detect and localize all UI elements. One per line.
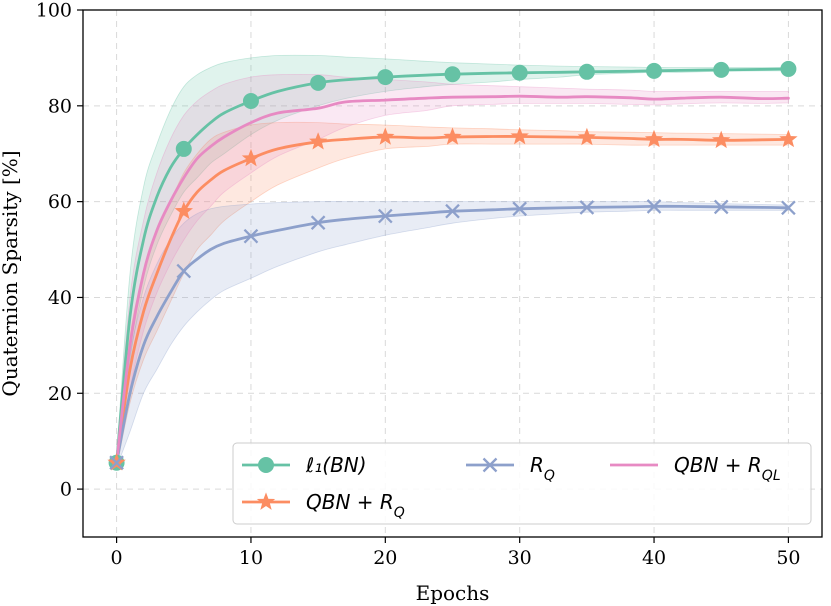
marker-r-q-25-stroke-b	[445, 203, 460, 219]
legend-marker-r-q-stroke-b	[482, 457, 498, 473]
marker-1-bn-45	[713, 61, 730, 78]
marker-r-q-10	[243, 228, 259, 244]
marker-qbn-r-q-5	[174, 201, 193, 220]
marker-r-q-35-stroke-b	[579, 200, 595, 215]
marker-qbn-r-q-30	[510, 126, 529, 145]
marker-1-bn-10	[242, 93, 259, 110]
marker-r-q-45	[713, 199, 729, 215]
x-tick-label-20: 20	[373, 547, 397, 569]
tick-layer: 0 10 20 30 40 50 0 20 40 60 80 100	[36, 0, 801, 569]
marker-layer	[107, 60, 798, 471]
marker-qbn-r-q-25	[443, 127, 462, 145]
legend-box	[232, 442, 812, 525]
y-axis-label: Quaternion Sparsity [%]	[0, 150, 22, 396]
marker-1-bn-35	[578, 63, 595, 80]
y-tick-label-0: 0	[60, 479, 72, 501]
band-qbn-r-ql	[116, 74, 789, 468]
marker-r-q-30	[512, 201, 527, 217]
marker-r-q-0	[109, 455, 124, 471]
marker-r-q-5-stroke-b	[176, 263, 192, 279]
marker-r-q-30-stroke-b	[512, 201, 527, 217]
marker-1-bn-5	[175, 140, 192, 157]
legend-label-1-bn: ℓ₁(BN)	[305, 453, 367, 477]
x-tick-label-0: 0	[111, 547, 123, 569]
marker-r-q-20	[378, 208, 393, 224]
line-qbn-r-ql	[115, 94, 790, 465]
y-tick-label-80: 80	[48, 95, 72, 117]
y-tick-label-20: 20	[48, 383, 72, 405]
marker-1-bn-20	[377, 69, 394, 86]
x-axis-label: Epochs	[416, 581, 490, 605]
marker-r-q-35	[579, 200, 595, 215]
marker-r-q-40	[646, 199, 662, 214]
y-tick-label-100: 100	[36, 0, 72, 22]
marker-qbn-r-q-35	[577, 127, 596, 146]
marker-r-q-45-stroke-b	[713, 199, 729, 215]
y-tick-label-60: 60	[48, 191, 72, 213]
marker-qbn-r-q-40	[644, 129, 664, 148]
legend-marker-r-q	[482, 457, 498, 473]
marker-r-q-0-stroke-b	[109, 455, 124, 471]
legend-marker-qbn-r-q	[256, 492, 276, 510]
marker-1-bn-40	[646, 62, 663, 79]
x-tick-label-50: 50	[776, 547, 800, 569]
legend-subscript-r-q: Q	[544, 468, 555, 484]
marker-qbn-r-q-20	[376, 127, 395, 145]
band-r-q	[116, 201, 789, 468]
marker-1-bn-15	[310, 74, 327, 91]
line-r-q	[115, 204, 790, 465]
marker-r-q-50-stroke-b	[781, 200, 796, 216]
marker-qbn-r-q-45	[712, 130, 731, 149]
x-tick-label-30: 30	[508, 547, 532, 569]
marker-1-bn-50	[780, 60, 797, 77]
marker-r-q-40-stroke-b	[646, 199, 662, 214]
marker-qbn-r-q-10	[241, 148, 261, 167]
x-tick-label-40: 40	[642, 547, 666, 569]
marker-qbn-r-q-15	[309, 132, 328, 150]
legend-entry-1-bn: ℓ₁(BN)	[242, 453, 367, 477]
marker-r-q-15-stroke-b	[310, 215, 326, 231]
marker-r-q-10-stroke-b	[243, 228, 259, 244]
y-tick-label-40: 40	[48, 287, 72, 309]
legend-subscript-qbn-r-q: Q	[394, 505, 405, 521]
marker-1-bn-30	[511, 64, 528, 81]
marker-r-q-25	[445, 203, 460, 219]
marker-r-q-5	[176, 263, 192, 279]
marker-r-q-15	[310, 215, 326, 231]
plot-frame	[82, 9, 823, 538]
marker-r-q-20-stroke-b	[378, 208, 393, 224]
band-layer	[116, 54, 789, 468]
legend-marker-1-bn	[258, 457, 274, 473]
marker-r-q-50	[781, 200, 796, 216]
legend-subscript-qbn-r-ql: QL	[762, 468, 781, 484]
marker-1-bn-25	[444, 66, 461, 83]
marker-qbn-r-q-50	[779, 129, 798, 148]
x-tick-label-10: 10	[239, 547, 263, 569]
